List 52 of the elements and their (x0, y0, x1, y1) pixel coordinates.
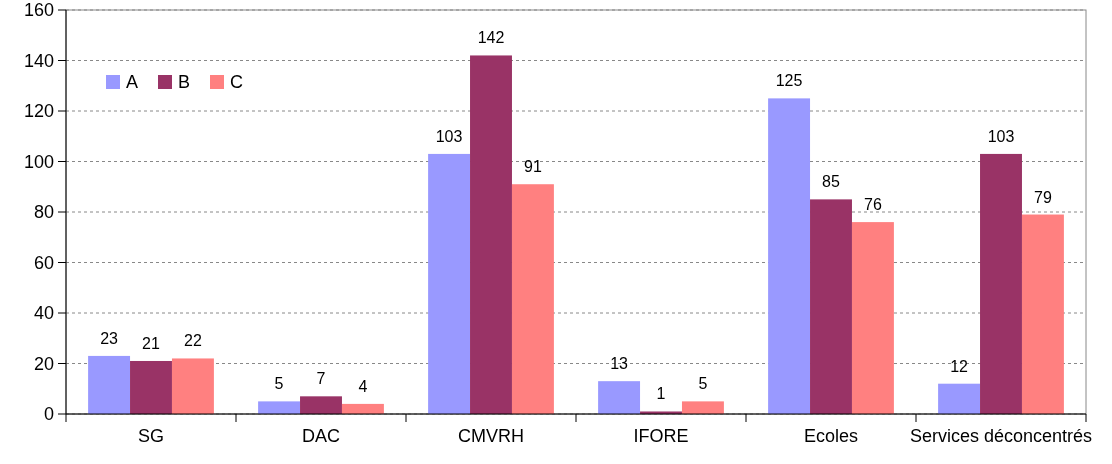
bar (88, 355, 131, 414)
bar (598, 381, 641, 414)
bar (258, 401, 301, 414)
data-label: 13 (610, 355, 629, 373)
y-tick-label: 60 (33, 252, 54, 273)
x-tick-label: Services déconcentrés (909, 426, 1093, 446)
data-label: 76 (864, 196, 882, 214)
x-tick-label: IFORE (633, 426, 689, 446)
bar (851, 222, 894, 414)
y-tick-label: 140 (23, 50, 54, 71)
data-label: 91 (524, 158, 542, 176)
y-tick-label: 40 (33, 303, 54, 324)
data-label: 103 (987, 127, 1015, 145)
bar (810, 199, 852, 414)
data-label: 7 (316, 370, 326, 388)
data-label: 85 (822, 173, 840, 191)
data-label: 79 (1034, 188, 1052, 206)
bar (130, 360, 172, 414)
x-tick-label: Ecoles (803, 426, 859, 446)
bar (768, 98, 811, 414)
bar (511, 184, 554, 414)
y-tick-label: 80 (33, 202, 54, 223)
y-tick-label: 0 (43, 404, 54, 425)
data-label: 142 (477, 29, 505, 47)
bar (171, 358, 214, 414)
data-label: 23 (100, 329, 119, 347)
y-tick-label: 20 (33, 353, 54, 374)
data-label: 103 (435, 127, 463, 145)
y-tick-label: 120 (23, 101, 54, 122)
data-label: 5 (274, 375, 284, 393)
data-label: 22 (184, 332, 202, 350)
bar (938, 383, 981, 414)
bar (1021, 214, 1064, 414)
data-label: 21 (142, 334, 160, 352)
legend-label: A (126, 72, 139, 93)
data-label: 1 (656, 385, 666, 403)
bar (470, 55, 512, 414)
bar (980, 153, 1022, 414)
data-label: 5 (698, 375, 708, 393)
y-tick-label: 100 (23, 151, 54, 172)
legend-label: C (230, 72, 243, 93)
data-label: 4 (358, 377, 368, 395)
legend-label: B (178, 72, 191, 93)
x-tick-label: DAC (301, 426, 341, 446)
x-tick-label: CMVRH (458, 426, 524, 446)
y-tick-label: 160 (23, 0, 54, 21)
bar (681, 401, 724, 414)
data-label: 125 (775, 72, 803, 90)
bar (428, 153, 471, 414)
x-tick-label: SG (137, 426, 165, 446)
bar (300, 396, 342, 414)
data-label: 12 (950, 357, 969, 375)
